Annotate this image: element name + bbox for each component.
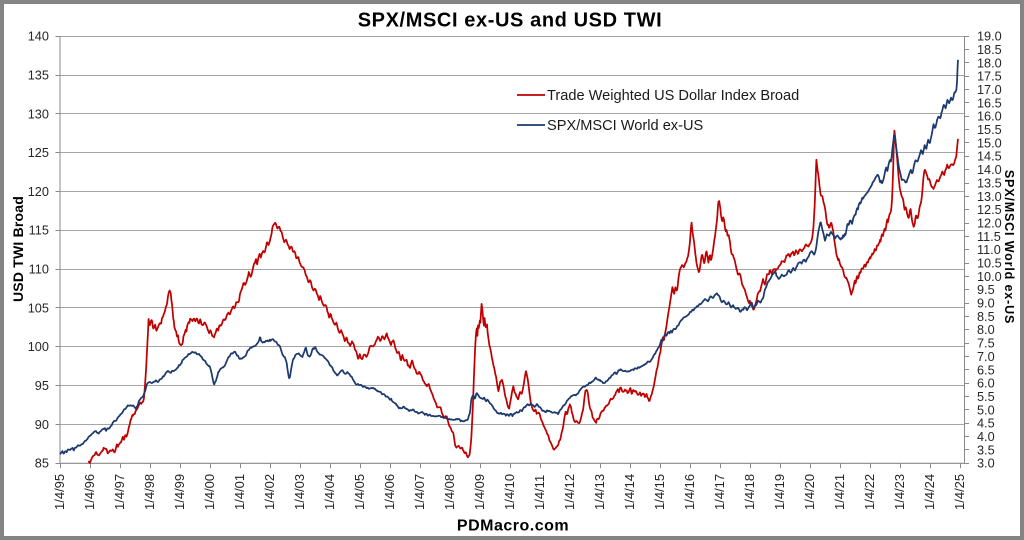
svg-text:1/4/95: 1/4/95 <box>52 474 67 510</box>
svg-text:5.5: 5.5 <box>977 390 995 404</box>
svg-text:110: 110 <box>29 263 49 277</box>
svg-text:1/4/07: 1/4/07 <box>412 474 427 510</box>
svg-text:14.0: 14.0 <box>977 163 1002 177</box>
svg-text:95: 95 <box>35 379 49 393</box>
svg-text:17.0: 17.0 <box>977 83 1002 97</box>
svg-text:135: 135 <box>28 68 49 82</box>
svg-text:18.5: 18.5 <box>977 43 1002 57</box>
svg-text:10.5: 10.5 <box>977 257 1002 271</box>
svg-text:115: 115 <box>29 224 49 238</box>
svg-text:SPX/MSCI ex-US and USD TWI: SPX/MSCI ex-US and USD TWI <box>358 10 663 32</box>
svg-text:85: 85 <box>35 457 49 471</box>
svg-text:16.5: 16.5 <box>977 96 1002 110</box>
svg-text:11.5: 11.5 <box>977 230 1001 244</box>
svg-text:13.0: 13.0 <box>977 190 1002 204</box>
svg-text:USD TWI Broad: USD TWI Broad <box>10 196 26 302</box>
svg-text:Trade Weighted US Dollar Index: Trade Weighted US Dollar Index Broad <box>547 88 799 104</box>
svg-text:4.0: 4.0 <box>977 430 995 444</box>
svg-text:3.5: 3.5 <box>977 443 995 457</box>
svg-text:8.0: 8.0 <box>977 323 995 337</box>
svg-text:3.0: 3.0 <box>977 457 995 471</box>
svg-text:9.0: 9.0 <box>977 297 995 311</box>
svg-text:1/4/04: 1/4/04 <box>322 474 337 510</box>
svg-text:1/4/24: 1/4/24 <box>922 474 937 510</box>
svg-text:130: 130 <box>28 107 49 121</box>
svg-text:13.5: 13.5 <box>977 176 1002 190</box>
svg-text:10.0: 10.0 <box>977 270 1002 284</box>
svg-text:7.5: 7.5 <box>977 337 995 351</box>
svg-text:14.5: 14.5 <box>977 150 1002 164</box>
svg-text:1/4/22: 1/4/22 <box>862 474 877 510</box>
svg-text:1/4/23: 1/4/23 <box>892 474 907 510</box>
svg-text:1/4/99: 1/4/99 <box>172 474 187 510</box>
svg-text:120: 120 <box>28 185 49 199</box>
svg-text:11.0: 11.0 <box>977 243 1001 257</box>
svg-text:1/4/96: 1/4/96 <box>82 474 97 510</box>
svg-text:SPX/MSCI World ex-US: SPX/MSCI World ex-US <box>1002 170 1016 324</box>
svg-text:105: 105 <box>28 301 49 315</box>
svg-text:1/4/18: 1/4/18 <box>742 474 757 510</box>
svg-text:1/4/25: 1/4/25 <box>952 474 967 510</box>
svg-text:1/4/98: 1/4/98 <box>142 474 157 510</box>
svg-text:9.5: 9.5 <box>977 283 995 297</box>
svg-text:4.5: 4.5 <box>977 417 995 431</box>
svg-text:PDMacro.com: PDMacro.com <box>457 518 569 535</box>
svg-text:1/4/17: 1/4/17 <box>712 474 727 510</box>
svg-text:1/4/00: 1/4/00 <box>202 474 217 510</box>
svg-text:19.0: 19.0 <box>977 30 1002 44</box>
svg-text:125: 125 <box>28 146 49 160</box>
svg-text:17.5: 17.5 <box>977 70 1002 84</box>
svg-text:1/4/12: 1/4/12 <box>562 474 577 510</box>
svg-text:1/4/19: 1/4/19 <box>772 474 787 510</box>
svg-text:90: 90 <box>35 418 49 432</box>
svg-text:1/4/08: 1/4/08 <box>442 474 457 510</box>
svg-text:12.5: 12.5 <box>977 203 1002 217</box>
svg-text:1/4/11: 1/4/11 <box>532 475 547 510</box>
svg-text:SPX/MSCI World ex-US: SPX/MSCI World ex-US <box>547 118 704 134</box>
svg-text:7.0: 7.0 <box>977 350 995 364</box>
svg-text:15.0: 15.0 <box>977 136 1002 150</box>
svg-text:5.0: 5.0 <box>977 403 995 417</box>
svg-text:18.0: 18.0 <box>977 56 1002 70</box>
svg-text:12.0: 12.0 <box>977 216 1002 230</box>
svg-text:1/4/03: 1/4/03 <box>292 474 307 510</box>
svg-text:15.5: 15.5 <box>977 123 1002 137</box>
svg-text:1/4/10: 1/4/10 <box>502 474 517 510</box>
svg-text:6.0: 6.0 <box>977 377 995 391</box>
svg-text:16.0: 16.0 <box>977 110 1002 124</box>
svg-text:1/4/97: 1/4/97 <box>112 474 127 510</box>
svg-text:1/4/16: 1/4/16 <box>682 474 697 510</box>
svg-text:1/4/13: 1/4/13 <box>592 474 607 510</box>
svg-text:1/4/09: 1/4/09 <box>472 474 487 510</box>
svg-text:1/4/06: 1/4/06 <box>382 474 397 510</box>
svg-text:1/4/01: 1/4/01 <box>232 474 247 510</box>
svg-text:1/4/21: 1/4/21 <box>832 474 847 510</box>
svg-text:100: 100 <box>28 340 49 354</box>
svg-text:8.5: 8.5 <box>977 310 995 324</box>
svg-text:1/4/02: 1/4/02 <box>262 474 277 510</box>
svg-text:1/4/20: 1/4/20 <box>802 474 817 510</box>
svg-text:6.5: 6.5 <box>977 363 995 377</box>
svg-text:1/4/14: 1/4/14 <box>622 474 637 510</box>
svg-text:140: 140 <box>28 30 49 44</box>
svg-text:1/4/05: 1/4/05 <box>352 474 367 510</box>
svg-text:1/4/15: 1/4/15 <box>652 474 667 510</box>
